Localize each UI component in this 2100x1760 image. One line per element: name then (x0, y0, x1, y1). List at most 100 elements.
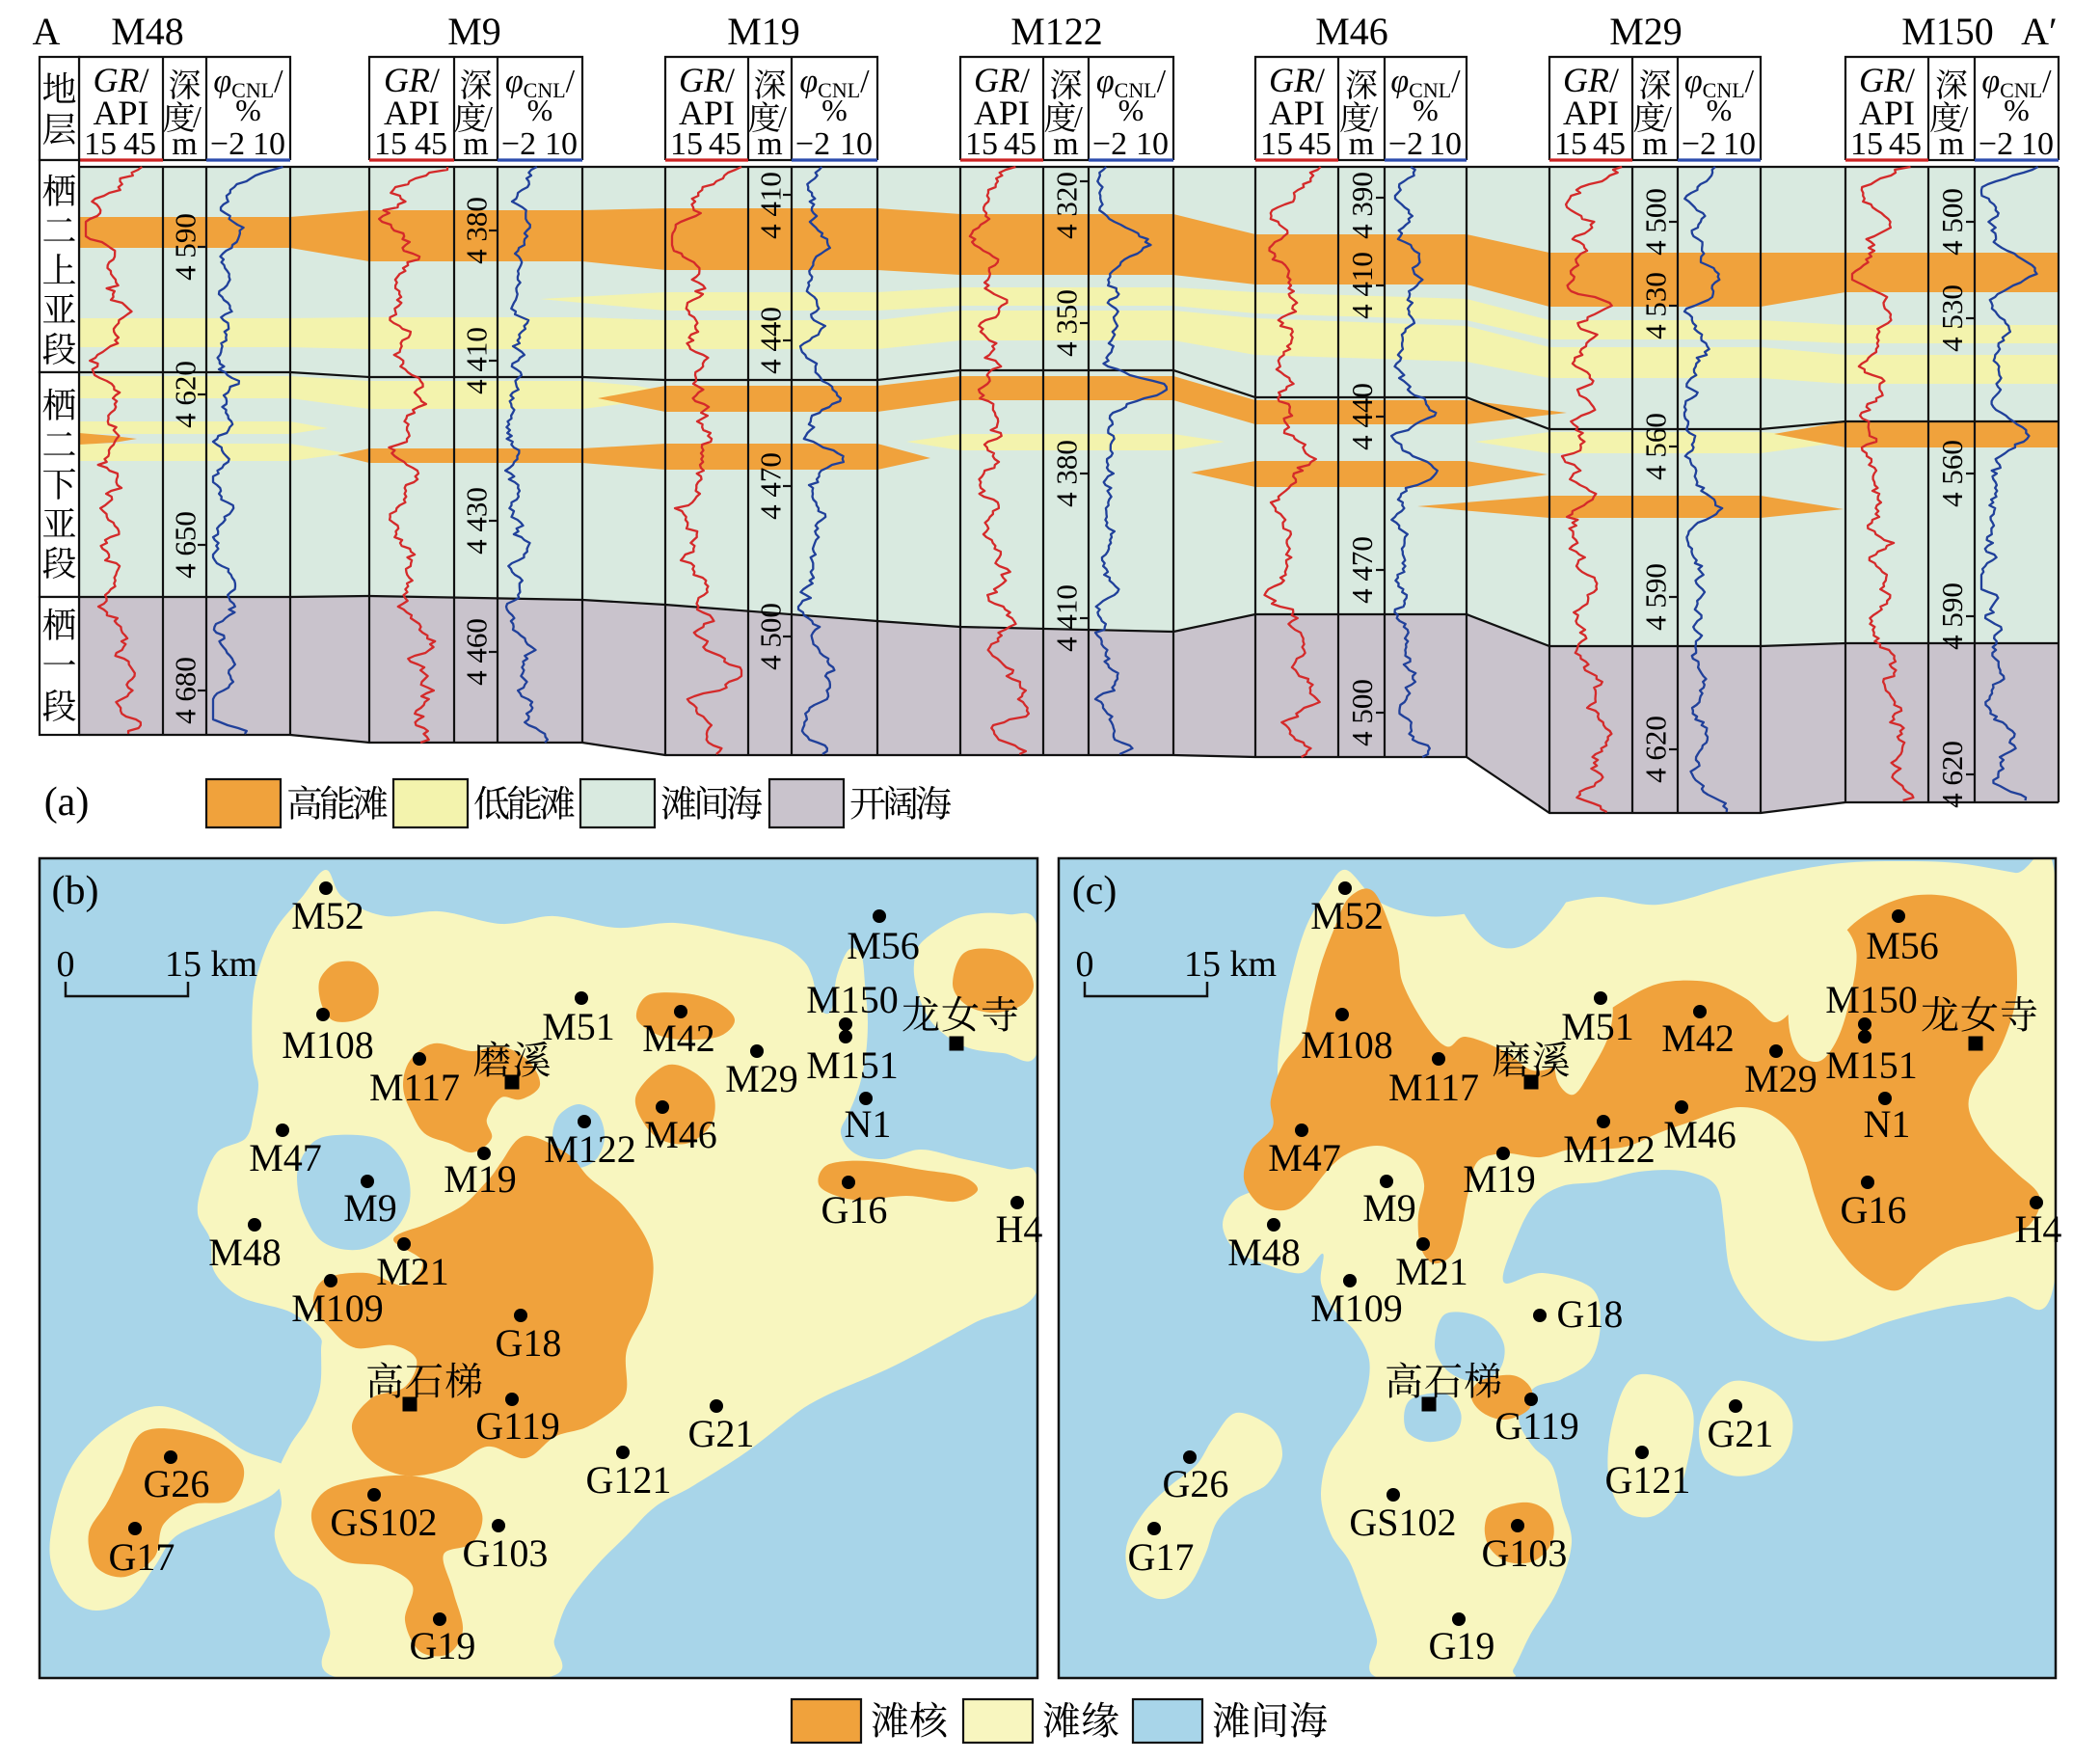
svg-text:API: API (1563, 94, 1619, 132)
svg-text:M51: M51 (1561, 1005, 1634, 1048)
svg-text:0: 0 (1076, 944, 1094, 985)
svg-text:M117: M117 (369, 1066, 460, 1109)
svg-text:G17: G17 (1128, 1535, 1195, 1579)
svg-text:4 390: 4 390 (1345, 172, 1379, 239)
svg-text:4 410: 4 410 (1050, 584, 1084, 652)
svg-text:M122: M122 (1563, 1127, 1656, 1171)
svg-text:GR/: GR/ (384, 61, 440, 99)
svg-text:M47: M47 (1268, 1136, 1341, 1179)
svg-text:4 530: 4 530 (1639, 272, 1673, 339)
svg-text:M42: M42 (1661, 1016, 1735, 1060)
svg-text:G119: G119 (475, 1404, 559, 1448)
svg-text:M150: M150 (1825, 978, 1918, 1021)
svg-text:m: m (463, 126, 488, 162)
svg-text:G26: G26 (1163, 1462, 1229, 1505)
svg-text:10: 10 (1723, 126, 1756, 162)
svg-text:G19: G19 (1429, 1624, 1495, 1667)
svg-text:0: 0 (57, 944, 75, 985)
svg-text:M21: M21 (1395, 1250, 1468, 1293)
svg-text:4 410: 4 410 (1345, 252, 1379, 319)
svg-text:H4: H4 (2015, 1207, 2062, 1251)
svg-text:4 320: 4 320 (1050, 172, 1084, 239)
svg-text:A′: A′ (2021, 10, 2058, 53)
svg-text:4 440: 4 440 (1345, 383, 1379, 450)
svg-text:/: / (1074, 99, 1083, 134)
svg-text:M51: M51 (542, 1005, 615, 1048)
svg-text:m: m (757, 126, 782, 162)
svg-text:(a): (a) (44, 780, 90, 825)
svg-text:45: 45 (1004, 126, 1037, 162)
svg-text:4 470: 4 470 (754, 452, 788, 520)
svg-text:GS102: GS102 (1349, 1501, 1456, 1544)
svg-text:m: m (1642, 126, 1667, 162)
svg-text:G103: G103 (463, 1531, 549, 1575)
svg-text:GR/: GR/ (679, 61, 735, 99)
svg-text:M108: M108 (282, 1023, 374, 1067)
svg-text:G121: G121 (586, 1458, 672, 1502)
svg-text:m: m (1939, 126, 1964, 162)
svg-text:10: 10 (2021, 126, 2054, 162)
svg-text:/: / (193, 99, 202, 134)
svg-text:4 500: 4 500 (1935, 188, 1969, 256)
svg-text:10: 10 (840, 126, 873, 162)
svg-text:M21: M21 (376, 1250, 449, 1293)
svg-text:4 530: 4 530 (1935, 284, 1969, 352)
svg-text:4 590: 4 590 (169, 213, 202, 281)
svg-text:G18: G18 (496, 1321, 562, 1365)
svg-text:4 410: 4 410 (754, 172, 788, 239)
svg-text:API: API (384, 94, 440, 132)
svg-text:GR/: GR/ (1563, 61, 1619, 99)
svg-text:M29: M29 (1744, 1057, 1817, 1100)
svg-text:(b): (b) (52, 869, 99, 913)
svg-text:M48: M48 (208, 1231, 282, 1274)
svg-text:N1: N1 (1864, 1102, 1911, 1146)
svg-text:API: API (679, 94, 735, 132)
svg-text:M52: M52 (291, 894, 364, 937)
svg-text:M9: M9 (1362, 1186, 1416, 1230)
svg-text:15: 15 (1260, 126, 1293, 162)
svg-text:M46: M46 (1663, 1113, 1737, 1156)
svg-text:15 km: 15 km (165, 944, 257, 985)
svg-text:API: API (1269, 94, 1325, 132)
svg-text:15: 15 (1850, 126, 1883, 162)
svg-text:4 590: 4 590 (1935, 582, 1969, 650)
svg-text:M109: M109 (291, 1286, 384, 1330)
svg-text:M151: M151 (806, 1043, 899, 1087)
svg-text:10: 10 (253, 126, 285, 162)
svg-text:G26: G26 (144, 1462, 210, 1505)
svg-text:45: 45 (415, 126, 447, 162)
svg-text:API: API (974, 94, 1030, 132)
svg-text:−2: −2 (795, 126, 830, 162)
svg-text:M29: M29 (1609, 10, 1683, 53)
svg-text:M117: M117 (1388, 1066, 1479, 1109)
svg-text:H4: H4 (996, 1207, 1043, 1251)
svg-text:4 470: 4 470 (1345, 536, 1379, 604)
svg-text:G17: G17 (109, 1535, 175, 1579)
svg-text:10: 10 (1136, 126, 1169, 162)
svg-text:φCNL/: φCNL/ (505, 64, 576, 102)
svg-text:4 440: 4 440 (754, 307, 788, 374)
svg-text:m: m (1053, 126, 1078, 162)
svg-text:M9: M9 (343, 1186, 397, 1230)
svg-text:10: 10 (1429, 126, 1462, 162)
svg-text:GR/: GR/ (974, 61, 1030, 99)
svg-text:4 500: 4 500 (1639, 188, 1673, 256)
svg-text:G16: G16 (1841, 1188, 1907, 1232)
svg-text:M122: M122 (544, 1127, 636, 1171)
svg-text:15: 15 (84, 126, 117, 162)
svg-text:G121: G121 (1605, 1458, 1691, 1502)
svg-text:−2: −2 (1092, 126, 1127, 162)
svg-text:m: m (1349, 126, 1374, 162)
svg-text:M150: M150 (1901, 10, 1994, 53)
svg-text:15: 15 (374, 126, 407, 162)
svg-text:45: 45 (1299, 126, 1332, 162)
svg-text:M46: M46 (1315, 10, 1388, 53)
svg-text:4 560: 4 560 (1935, 440, 1969, 507)
svg-text:4 560: 4 560 (1639, 413, 1673, 480)
svg-text:4 620: 4 620 (1639, 716, 1673, 783)
svg-text:4 380: 4 380 (460, 197, 494, 264)
svg-text:%: % (1413, 93, 1439, 127)
svg-text:/: / (1960, 99, 1969, 134)
svg-text:M56: M56 (847, 924, 920, 967)
svg-text:4 350: 4 350 (1050, 289, 1084, 357)
